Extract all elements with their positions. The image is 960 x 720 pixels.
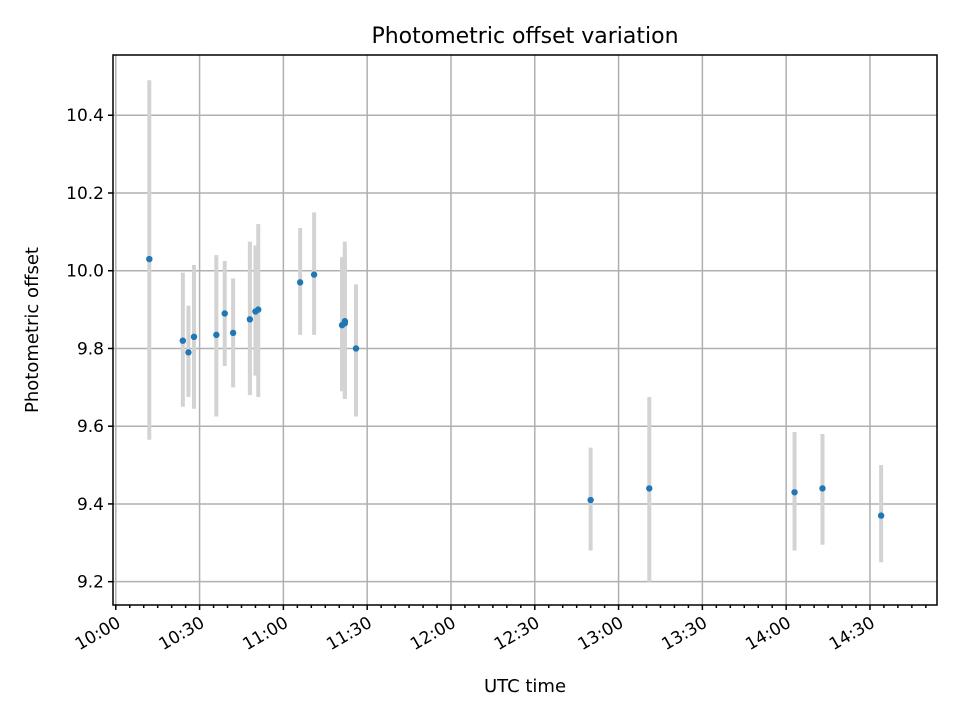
y-axis-label: Photometric offset	[22, 247, 43, 413]
data-point	[146, 255, 153, 263]
grid-lines	[113, 55, 937, 605]
data-point	[255, 306, 262, 313]
data-point	[229, 329, 237, 337]
data-point	[221, 310, 228, 317]
y-tick-label: 9.2	[77, 573, 104, 593]
data-point	[819, 485, 826, 492]
y-tick-label: 10.4	[66, 106, 104, 126]
data-point	[310, 271, 318, 278]
data-point	[185, 349, 192, 356]
x-axis-label: UTC time	[484, 676, 566, 697]
plot-frame	[112, 54, 938, 606]
data-point	[352, 345, 360, 352]
data-point	[791, 489, 798, 496]
y-tick-label: 9.6	[77, 417, 104, 437]
y-tick-label: 9.8	[77, 339, 104, 359]
data-point	[341, 319, 349, 327]
data-markers	[146, 255, 885, 519]
data-point	[877, 512, 885, 519]
chart-title: Photometric offset variation	[371, 24, 678, 49]
data-point	[296, 279, 304, 286]
data-point	[179, 337, 187, 344]
plot-area	[113, 55, 937, 605]
data-point	[190, 333, 198, 341]
y-axis-ticks: 9.2 9.4 9.6 9.8 10.0 10.2 10.4	[66, 106, 113, 593]
y-tick-label: 10.2	[66, 184, 104, 204]
y-tick-label: 9.4	[77, 495, 104, 515]
y-tick-label: 10.0	[66, 262, 104, 282]
data-point	[587, 496, 594, 504]
data-point	[246, 316, 254, 323]
data-point	[646, 485, 653, 492]
data-point	[213, 331, 220, 339]
